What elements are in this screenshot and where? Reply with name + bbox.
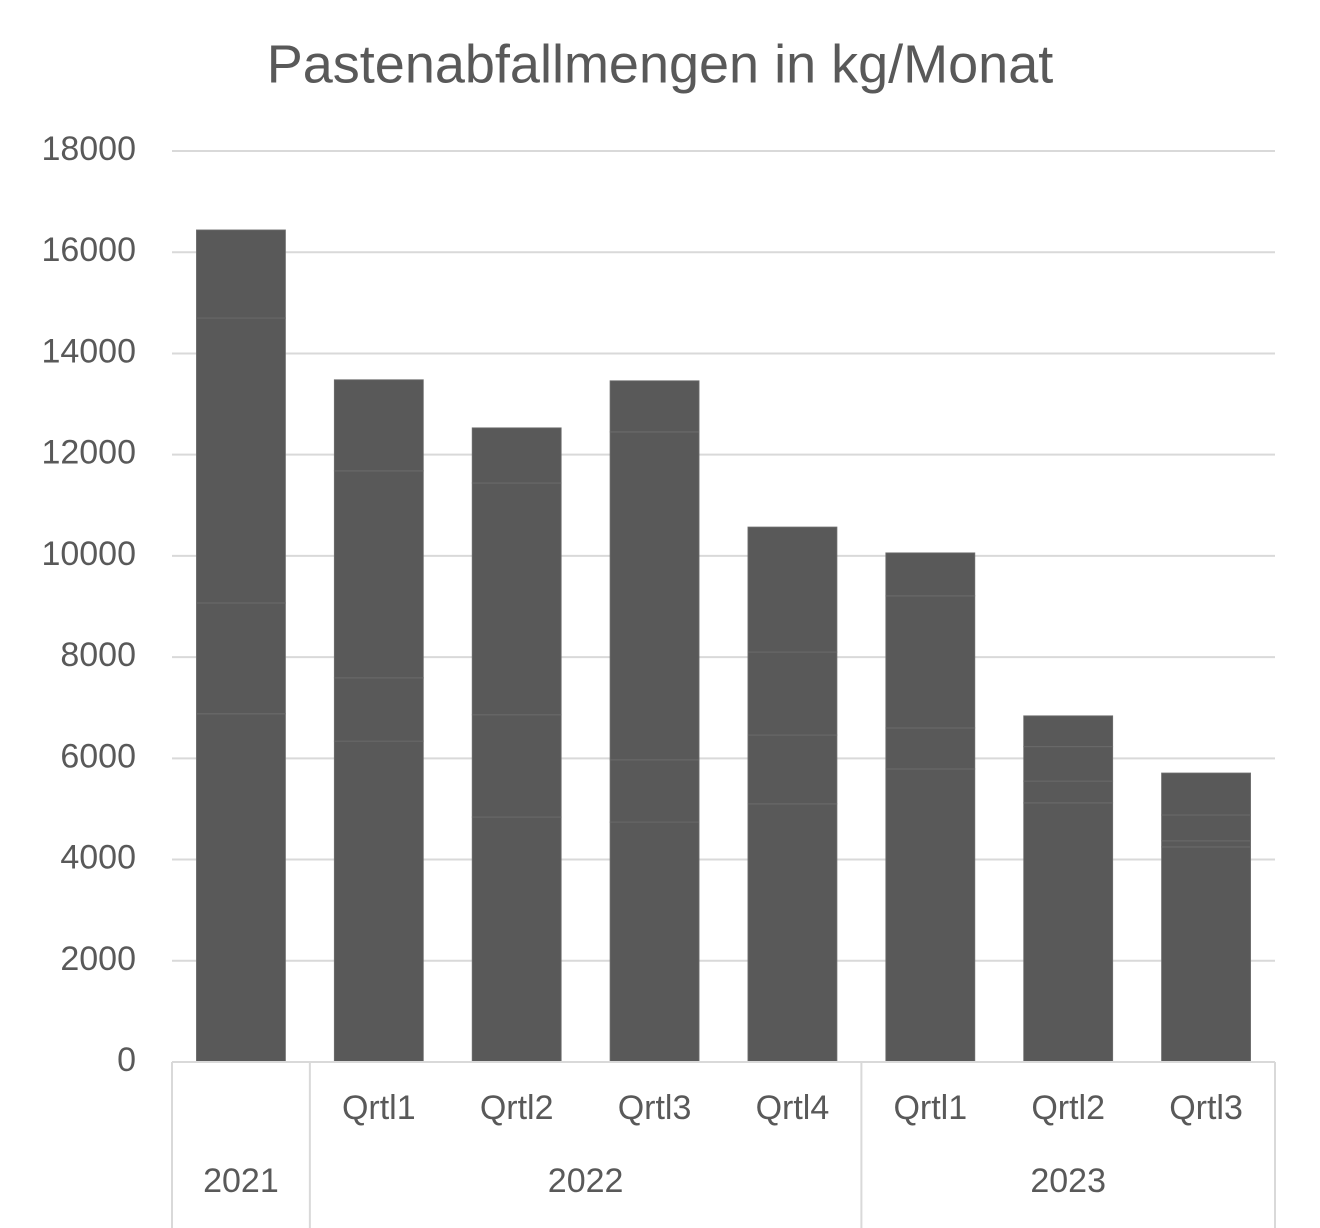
- bar-segment: [196, 602, 286, 715]
- bar-segment: [471, 816, 562, 1063]
- bar-segment: [1023, 780, 1114, 804]
- bar-segment: [1161, 840, 1251, 848]
- y-tick-label: 6000: [60, 737, 136, 775]
- bar-segment: [196, 713, 286, 1063]
- y-tick-label: 2000: [60, 940, 136, 978]
- bar-segment: [471, 427, 562, 484]
- y-tick-label: 0: [117, 1041, 136, 1079]
- x-tick-label: Qrtl1: [893, 1089, 967, 1127]
- x-tick-label: Qrtl1: [342, 1089, 416, 1127]
- bar-segment: [196, 229, 286, 319]
- x-tick-label: Qrtl3: [1169, 1089, 1243, 1127]
- bar-segment: [1161, 846, 1251, 1063]
- bar-segment: [885, 552, 976, 597]
- y-tick-label: 12000: [41, 434, 136, 472]
- bar-segment: [747, 803, 838, 1063]
- x-tick-label: Qrtl2: [1031, 1089, 1105, 1127]
- bar-segment: [333, 740, 424, 1063]
- bar-segment: [885, 595, 976, 729]
- bar-segment: [747, 734, 838, 805]
- bar-segment: [1161, 814, 1251, 842]
- bar-segment: [333, 677, 424, 742]
- bar-segment: [885, 768, 976, 1063]
- bar-segment: [885, 727, 976, 770]
- y-tick-label: 14000: [41, 332, 136, 370]
- bar-segment: [747, 651, 838, 736]
- group-label: 2022: [548, 1162, 624, 1200]
- y-tick-label: 16000: [41, 231, 136, 269]
- bar-segment: [333, 470, 424, 679]
- x-tick-label: Qrtl2: [480, 1089, 554, 1127]
- chart-title: Pastenabfallmengen in kg/Monat: [267, 34, 1054, 94]
- bar-segment: [1023, 715, 1114, 748]
- bar-segment: [609, 431, 700, 761]
- bar-segment: [1023, 746, 1114, 782]
- x-tick-label: Qrtl4: [756, 1089, 830, 1127]
- y-tick-label: 18000: [41, 130, 136, 168]
- bar-segment: [471, 482, 562, 716]
- y-tick-label: 10000: [41, 535, 136, 573]
- y-tick-label: 8000: [60, 636, 136, 674]
- y-tick-label: 4000: [60, 839, 136, 877]
- bar-segment: [471, 714, 562, 818]
- bar-segment: [609, 821, 700, 1063]
- bar-segment: [333, 379, 424, 472]
- bar-segment: [609, 759, 700, 823]
- group-label: 2023: [1030, 1162, 1106, 1200]
- bar-segment: [196, 317, 286, 604]
- group-label: 2021: [203, 1162, 279, 1200]
- bar-segment: [1161, 772, 1251, 816]
- bar-segment: [609, 380, 700, 433]
- x-tick-label: Qrtl3: [618, 1089, 692, 1127]
- bar-segment: [747, 526, 838, 653]
- bar-segment: [1023, 802, 1114, 1063]
